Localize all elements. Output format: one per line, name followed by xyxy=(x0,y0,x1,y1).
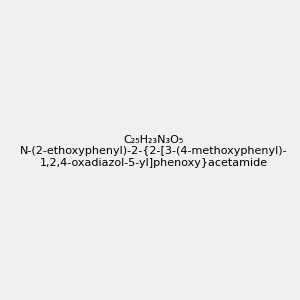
Text: C₂₅H₂₃N₃O₅
N-(2-ethoxyphenyl)-2-{2-[3-(4-methoxyphenyl)-
1,2,4-oxadiazol-5-yl]ph: C₂₅H₂₃N₃O₅ N-(2-ethoxyphenyl)-2-{2-[3-(4… xyxy=(20,135,288,168)
